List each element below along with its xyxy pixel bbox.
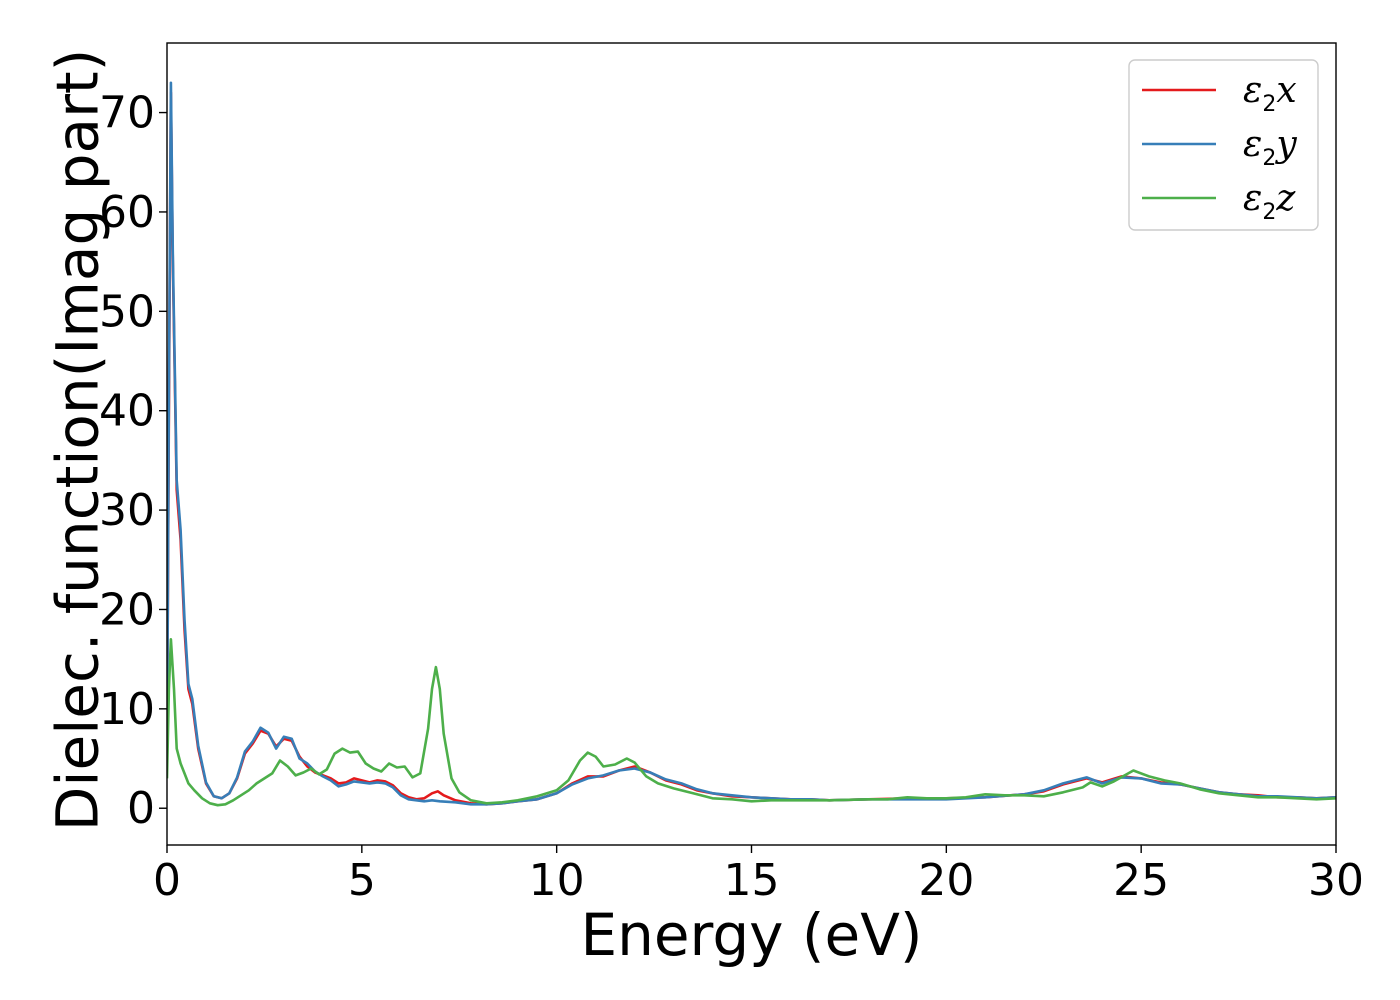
- y-axis: 0 10 20 30 40 50 60 70: [99, 88, 167, 834]
- y-tick-label: 60: [99, 187, 155, 238]
- x-tick-label: 30: [1308, 855, 1364, 906]
- y-tick-label: 50: [99, 286, 155, 337]
- x-axis: 0 5 10 15 20 25 30: [153, 845, 1364, 906]
- x-axis-label: Energy (eV): [580, 901, 922, 969]
- y-tick-label: 0: [127, 783, 155, 834]
- y-tick-label: 70: [99, 88, 155, 139]
- y-axis-label: Dielec. function(Imag part): [43, 49, 111, 832]
- y-tick-label: 40: [99, 386, 155, 437]
- series-layer: [167, 81, 1336, 807]
- legend-label-z: ε2z: [1243, 178, 1296, 225]
- x-tick-label: 20: [918, 855, 974, 906]
- y-tick-label: 30: [99, 485, 155, 536]
- legend-label-x: ε2x: [1243, 70, 1297, 117]
- series-line-y: [167, 81, 1336, 806]
- x-tick-label: 10: [529, 855, 585, 906]
- series-line-z: [167, 638, 1336, 807]
- legend: ε2x ε2y ε2z: [1128, 59, 1319, 231]
- x-tick-label: 0: [153, 855, 181, 906]
- legend-label-y: ε2y: [1243, 124, 1297, 171]
- x-tick-label: 15: [724, 855, 780, 906]
- x-tick-label: 5: [348, 855, 376, 906]
- y-tick-label: 10: [99, 684, 155, 735]
- y-tick-label: 20: [99, 584, 155, 635]
- x-tick-label: 25: [1113, 855, 1169, 906]
- legend-box: [1128, 59, 1319, 231]
